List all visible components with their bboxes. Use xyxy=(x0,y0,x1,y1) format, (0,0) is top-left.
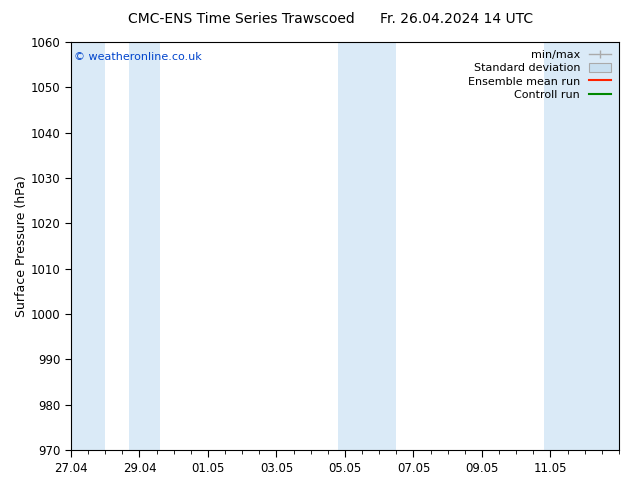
Bar xyxy=(129,42,160,450)
Y-axis label: Surface Pressure (hPa): Surface Pressure (hPa) xyxy=(15,175,28,317)
Text: CMC-ENS Time Series Trawscoed: CMC-ENS Time Series Trawscoed xyxy=(127,12,354,26)
Legend: min/max, Standard deviation, Ensemble mean run, Controll run: min/max, Standard deviation, Ensemble me… xyxy=(465,48,614,102)
Bar xyxy=(71,42,105,450)
Bar xyxy=(369,42,396,450)
Text: © weatheronline.co.uk: © weatheronline.co.uk xyxy=(74,52,202,62)
Bar xyxy=(543,42,574,450)
Text: Fr. 26.04.2024 14 UTC: Fr. 26.04.2024 14 UTC xyxy=(380,12,533,26)
Bar xyxy=(338,42,369,450)
Bar xyxy=(574,42,619,450)
